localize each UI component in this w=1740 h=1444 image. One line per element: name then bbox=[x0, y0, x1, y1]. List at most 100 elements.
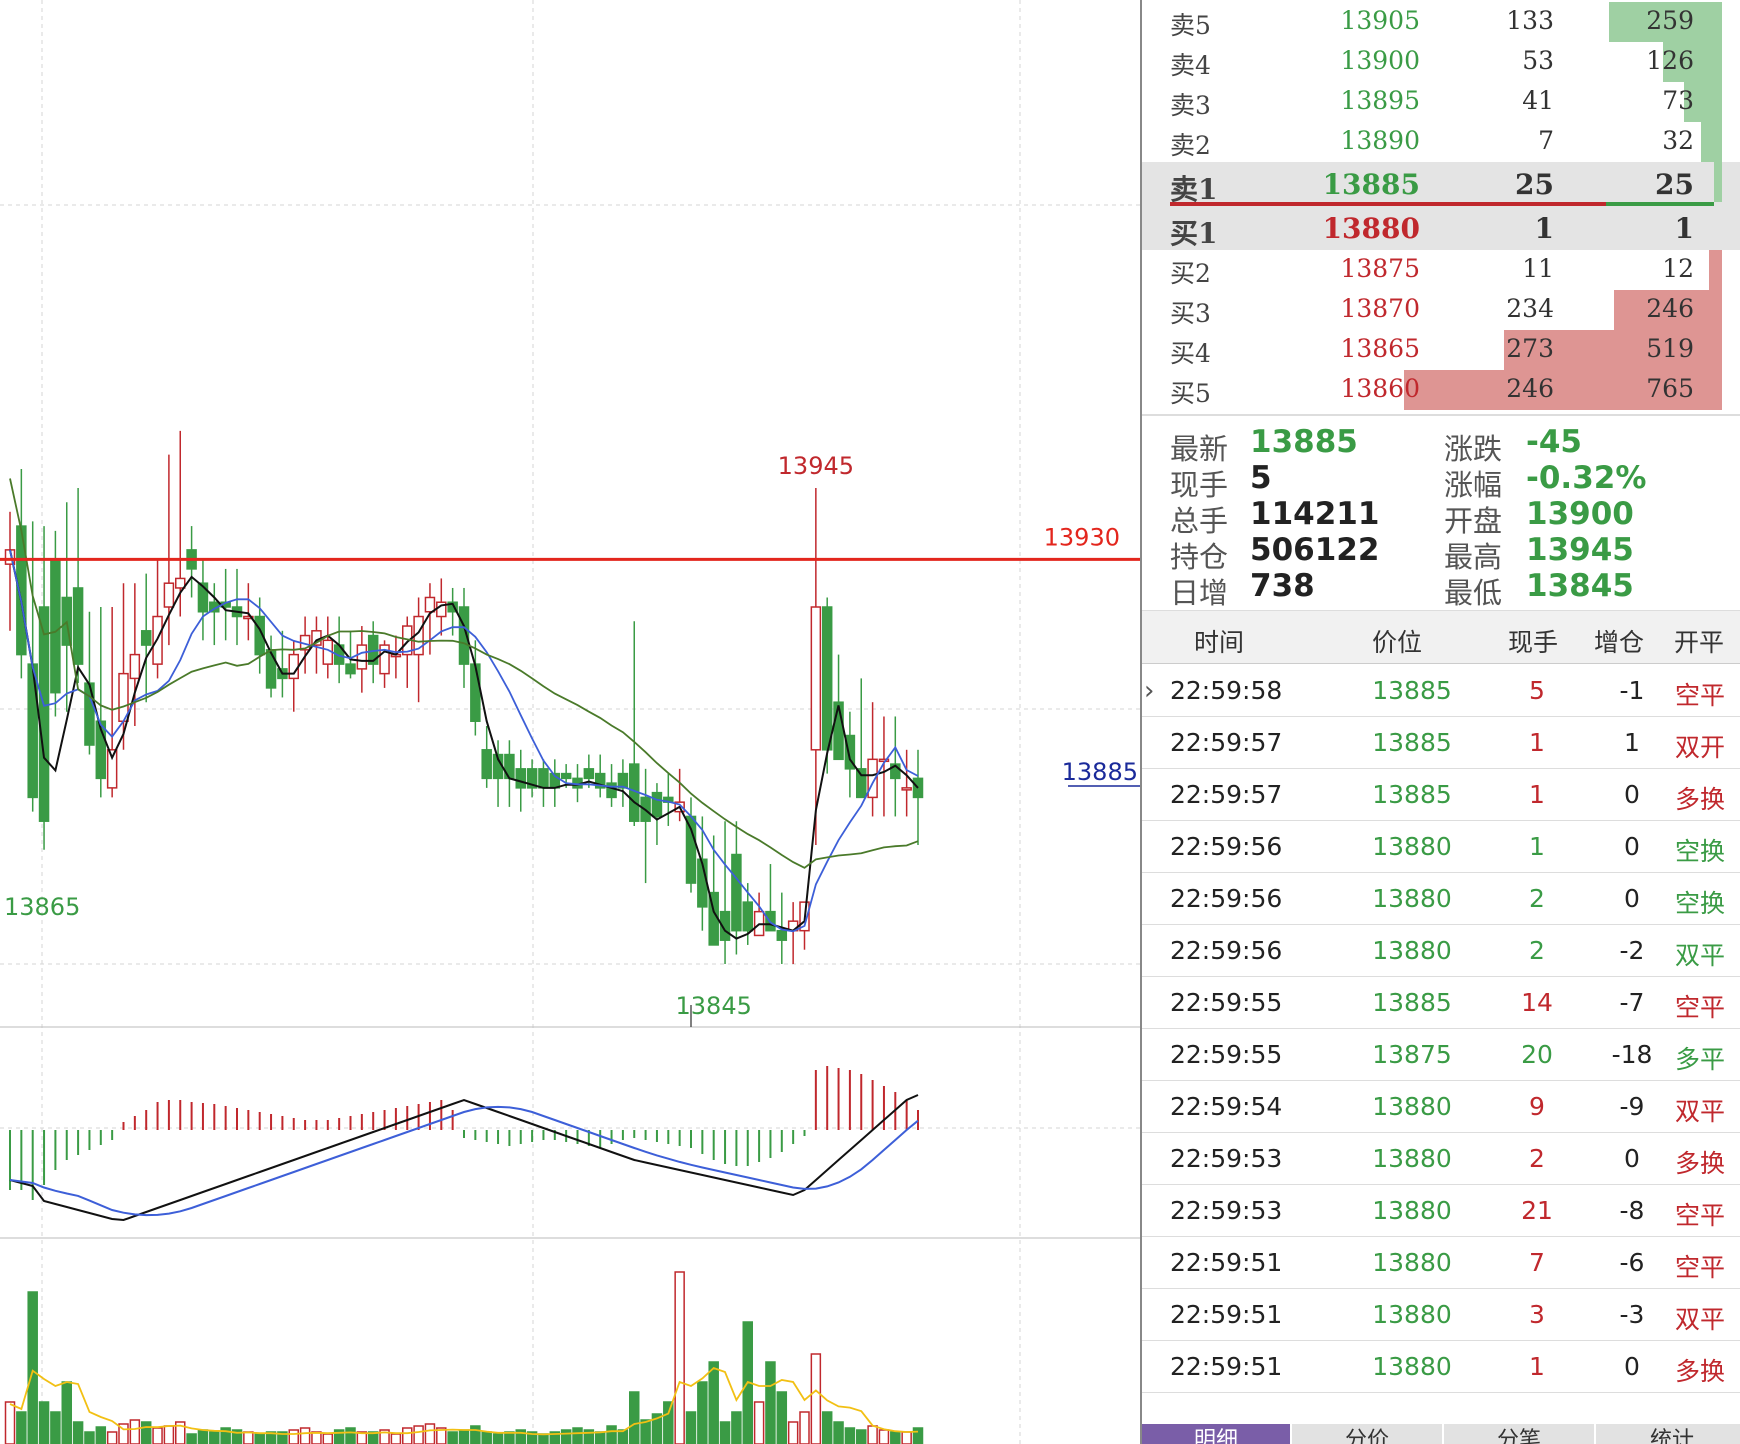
ask-cum: 126 bbox=[1646, 46, 1694, 75]
candle-body bbox=[254, 615, 265, 656]
bid-level-3[interactable]: 买3 13870 234 246 bbox=[1142, 290, 1740, 330]
tick-row[interactable]: 22:59:56 13880 1 0 空换 bbox=[1142, 820, 1740, 873]
candle-body bbox=[742, 901, 753, 932]
ask-price: 13900 bbox=[1340, 46, 1420, 75]
ask-price: 13905 bbox=[1340, 6, 1420, 35]
header-qty: 现手 bbox=[1508, 628, 1559, 657]
ask-qty: 25 bbox=[1515, 168, 1554, 201]
ask-qty: 133 bbox=[1506, 6, 1554, 35]
tab-3[interactable]: 分笔 bbox=[1444, 1424, 1596, 1444]
tick-row[interactable]: 22:59:57 13885 1 0 多换 bbox=[1142, 768, 1740, 821]
volume-bar bbox=[901, 1431, 912, 1444]
candle-body bbox=[856, 768, 867, 799]
bid-level-4[interactable]: 买4 13865 273 519 bbox=[1142, 330, 1740, 370]
ask-qty: 41 bbox=[1522, 86, 1554, 115]
volume-bar bbox=[890, 1431, 901, 1444]
volume-bar bbox=[844, 1427, 856, 1444]
volume-bar bbox=[265, 1431, 277, 1444]
candle-body bbox=[560, 772, 572, 780]
candle-body bbox=[16, 525, 27, 656]
volume-bar bbox=[867, 1425, 878, 1444]
candle-body bbox=[606, 782, 617, 799]
candle-body bbox=[106, 749, 118, 789]
detail-tabs[interactable]: 明细 分价 分笔 统计 bbox=[1142, 1424, 1740, 1444]
tick-type: 空平 bbox=[1674, 681, 1725, 710]
tick-row[interactable]: › 22:59:58 13885 5 -1 空平 bbox=[1142, 664, 1740, 717]
volume-bar bbox=[152, 1427, 163, 1444]
ask-level-3[interactable]: 卖3 13895 41 73 bbox=[1142, 82, 1740, 122]
tick-row[interactable]: 22:59:56 13880 2 0 空换 bbox=[1142, 872, 1740, 925]
stat-open: 开盘 13900 bbox=[1444, 496, 1734, 538]
tick-row[interactable]: 22:59:51 13880 7 -6 空平 bbox=[1142, 1236, 1740, 1289]
volume-bar bbox=[629, 1391, 640, 1444]
tick-row[interactable]: 22:59:55 13885 14 -7 空平 bbox=[1142, 976, 1740, 1029]
stat-value: 13900 bbox=[1526, 496, 1634, 532]
ask-level-2[interactable]: 卖2 13890 7 32 bbox=[1142, 122, 1740, 162]
candlestick-chart-panel[interactable]: 13930 13945 13845 13865 13885 bbox=[0, 0, 1140, 1444]
tick-type: 空平 bbox=[1674, 993, 1725, 1022]
candle-body bbox=[890, 763, 901, 780]
candle-body bbox=[243, 615, 254, 620]
volume-bar bbox=[209, 1431, 220, 1444]
depth-bar bbox=[1684, 82, 1714, 122]
stat-value: 738 bbox=[1250, 568, 1315, 604]
tick-row[interactable]: 22:59:53 13880 21 -8 空平 bbox=[1142, 1184, 1740, 1237]
tick-type: 双平 bbox=[1674, 1305, 1725, 1334]
tab-4[interactable]: 统计 bbox=[1596, 1424, 1740, 1444]
tick-row[interactable]: 22:59:57 13885 1 1 双开 bbox=[1142, 716, 1740, 769]
stat-current-vol: 现手 5 bbox=[1170, 460, 1440, 502]
tick-time: 22:59:56 bbox=[1170, 884, 1283, 913]
tab-2[interactable]: 分价 bbox=[1292, 1424, 1444, 1444]
kline-chart[interactable]: 13930 13945 13845 13865 13885 bbox=[0, 0, 1140, 1444]
candle-body bbox=[526, 768, 538, 789]
volume-bar bbox=[345, 1427, 356, 1444]
candle-body bbox=[4, 549, 16, 565]
ask-level-5[interactable]: 卖5 13905 133 259 bbox=[1142, 2, 1740, 42]
header-oi: 增仓 bbox=[1594, 628, 1645, 657]
tick-oi: 0 bbox=[1624, 1144, 1640, 1173]
volume-bar bbox=[118, 1423, 129, 1444]
bid-level-2[interactable]: 买2 13875 11 12 bbox=[1142, 250, 1740, 290]
tick-row[interactable]: 22:59:55 13875 20 -18 多平 bbox=[1142, 1028, 1740, 1081]
tick-price: 13880 bbox=[1372, 1092, 1452, 1121]
candle-body bbox=[265, 649, 277, 689]
low-price-label: 13845 bbox=[676, 992, 752, 1020]
tick-oi: -9 bbox=[1619, 1092, 1645, 1121]
bid-price: 13875 bbox=[1340, 254, 1420, 283]
volume-bar bbox=[390, 1433, 402, 1444]
ask-label: 卖4 bbox=[1170, 51, 1211, 80]
tick-time: 22:59:55 bbox=[1170, 1040, 1283, 1069]
volume-bar bbox=[322, 1433, 334, 1444]
bid-qty: 1 bbox=[1534, 212, 1554, 245]
tab-1[interactable]: 明细 bbox=[1142, 1424, 1292, 1444]
stat-label: 开盘 bbox=[1444, 504, 1503, 538]
volume-bar bbox=[140, 1421, 152, 1444]
stat-label: 总手 bbox=[1170, 504, 1229, 538]
bid-label: 买4 bbox=[1170, 339, 1211, 368]
tick-row[interactable]: 22:59:51 13880 3 -3 双平 bbox=[1142, 1288, 1740, 1341]
ma-long-line bbox=[9, 478, 919, 869]
volume-bar bbox=[594, 1431, 606, 1444]
volume-bar bbox=[186, 1433, 197, 1444]
bid-level-1[interactable]: 买1 13880 1 1 bbox=[1142, 206, 1740, 250]
candle-body bbox=[617, 772, 629, 789]
stat-value: 5 bbox=[1250, 460, 1272, 496]
ask-level-4[interactable]: 卖4 13900 53 126 bbox=[1142, 42, 1740, 82]
volume-bar bbox=[38, 1401, 50, 1444]
stat-high: 最高 13945 bbox=[1444, 532, 1734, 574]
candle-body bbox=[345, 663, 356, 675]
bid-level-5[interactable]: 买5 13860 246 765 bbox=[1142, 370, 1740, 410]
volume-bar bbox=[753, 1401, 765, 1444]
volume-bar bbox=[470, 1425, 481, 1444]
ask-level-1[interactable]: 卖1 13885 25 25 bbox=[1142, 162, 1740, 206]
tick-row[interactable]: 22:59:51 13880 1 0 多换 bbox=[1142, 1340, 1740, 1393]
tick-row[interactable]: 22:59:56 13880 2 -2 双平 bbox=[1142, 924, 1740, 977]
volume-bar bbox=[447, 1431, 458, 1444]
ask-cum: 32 bbox=[1662, 126, 1694, 155]
depth-bar bbox=[1614, 290, 1714, 330]
tick-row[interactable]: 22:59:53 13880 2 0 多换 bbox=[1142, 1132, 1740, 1185]
volume-bar bbox=[538, 1433, 549, 1444]
header-type: 开平 bbox=[1674, 628, 1725, 657]
tick-oi: -8 bbox=[1619, 1196, 1645, 1225]
tick-row[interactable]: 22:59:54 13880 9 -9 双平 bbox=[1142, 1080, 1740, 1133]
